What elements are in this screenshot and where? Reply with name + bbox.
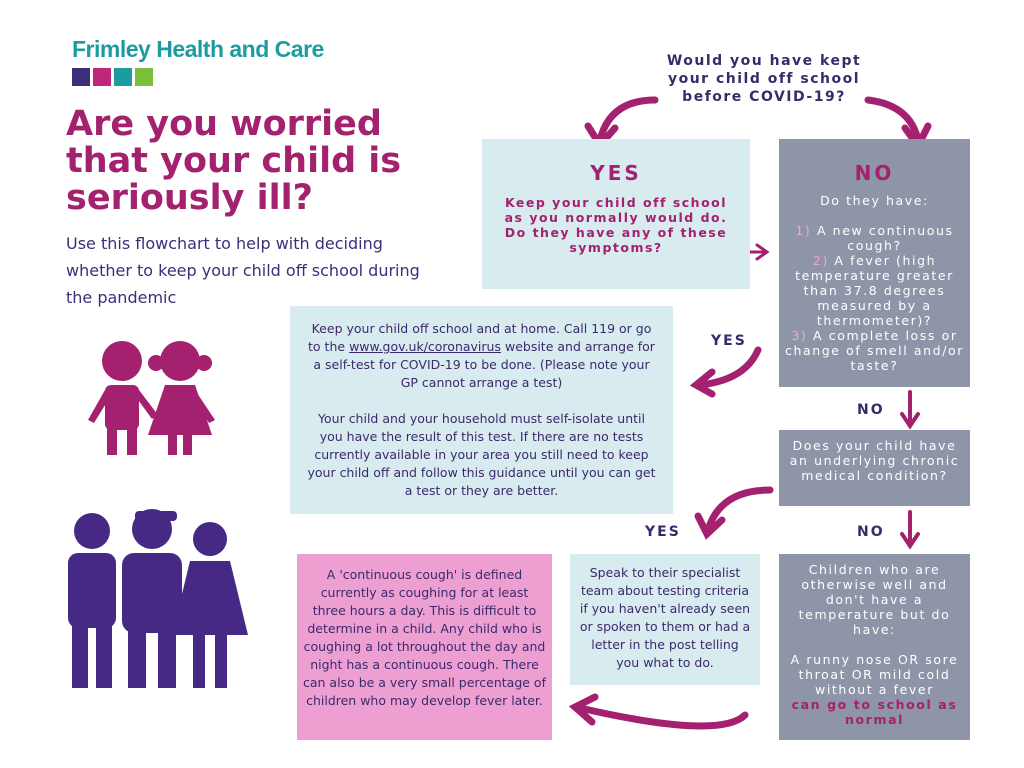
symptom-text: A fever (high temperature greater than 3… — [795, 253, 954, 328]
specialist-box: Speak to their specialist team about tes… — [570, 554, 760, 685]
test-paragraph: Keep your child off school and at home. … — [306, 320, 657, 392]
symptom-text: A complete loss or change of smell and/o… — [785, 328, 965, 373]
chronic-box: Does your child have an underlying chron… — [779, 430, 970, 506]
yes-heading: YES — [590, 161, 642, 185]
normal-highlight: can go to school as normal — [791, 697, 958, 727]
title: Are you worried that your child is serio… — [66, 104, 402, 218]
no-heading: NO — [854, 161, 895, 185]
arrow-label: YES — [645, 524, 681, 540]
arrow-label: NO — [857, 402, 885, 418]
logo: Frimley Health and Care — [72, 36, 324, 62]
test-paragraph: Your child and your household must self-… — [307, 411, 656, 498]
subtitle: Use this flowchart to help with deciding… — [66, 234, 420, 307]
arrow-label: NO — [857, 524, 885, 540]
symptom: 2) A fever (high temperature greater tha… — [785, 253, 964, 328]
no-intro: Do they have: — [820, 193, 929, 208]
children-figure — [88, 341, 215, 455]
symptom-number: 3) — [791, 328, 808, 343]
symptom-text: A new continuous cough? — [816, 223, 954, 253]
arrow-label: YES — [711, 333, 747, 349]
test-text: website and arrange for a self-test for … — [313, 339, 655, 390]
symptom: 3) A complete loss or change of smell an… — [785, 328, 964, 373]
normal-intro: Children who are otherwise well and don'… — [798, 562, 951, 637]
normal-text: A runny nose OR sore throat OR mild cold… — [790, 652, 959, 697]
family-figure — [68, 509, 248, 688]
test-box: Keep your child off school and at home. … — [290, 306, 673, 514]
logo-icons — [72, 68, 153, 86]
no-box: NO Do they have: 1) A new continuous cou… — [779, 139, 970, 387]
test-text: Keep your child off school and at home. … — [308, 321, 652, 354]
symptom-number: 2) — [812, 253, 829, 268]
symptom: 1) A new continuous cough? — [785, 223, 964, 253]
cough-box: A 'continuous cough' is defined currentl… — [297, 554, 552, 740]
test-link[interactable]: www.gov.uk/coronavirus — [349, 339, 501, 354]
symptom-number: 1) — [795, 223, 812, 238]
yes-text: Keep your child off school as you normal… — [504, 195, 728, 255]
question: Would you have kept your child off schoo… — [666, 53, 862, 105]
normal-box: Children who are otherwise well and don'… — [779, 554, 970, 740]
yes-box: YES Keep your child off school as you no… — [482, 139, 750, 289]
